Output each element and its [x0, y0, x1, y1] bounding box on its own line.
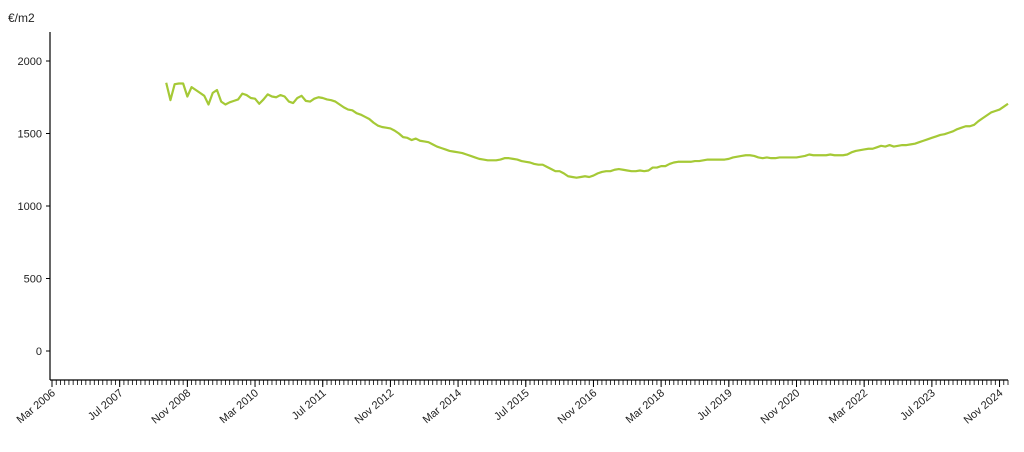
y-tick-label: 1000 — [18, 201, 42, 213]
x-tick-label: Mar 2022 — [827, 387, 870, 426]
x-tick-label: Nov 2024 — [962, 387, 1006, 426]
x-tick-label: Jul 2011 — [290, 387, 329, 422]
x-tick-label: Jul 2023 — [898, 387, 938, 423]
y-tick-label: 2000 — [18, 56, 42, 68]
x-tick-label: Jul 2015 — [492, 387, 532, 423]
x-tick-label: Nov 2020 — [759, 387, 803, 426]
x-tick-label: Nov 2008 — [150, 387, 194, 426]
x-tick-label: Jul 2019 — [695, 387, 735, 423]
x-tick-label: Mar 2010 — [218, 387, 261, 426]
x-tick-label: Mar 2018 — [624, 387, 667, 426]
x-tick-label: Nov 2016 — [556, 387, 600, 426]
y-tick-label: 500 — [24, 274, 42, 286]
x-tick-label: Mar 2006 — [15, 387, 58, 426]
x-tick-label: Jul 2007 — [86, 387, 126, 423]
y-axis-label: €/m2 — [8, 11, 35, 25]
x-tick-label: Nov 2012 — [353, 387, 397, 426]
x-tick-label: Mar 2014 — [421, 387, 464, 426]
data-line — [165, 82, 1009, 179]
y-tick-label: 0 — [36, 346, 42, 358]
y-tick-label: 1500 — [18, 129, 42, 141]
